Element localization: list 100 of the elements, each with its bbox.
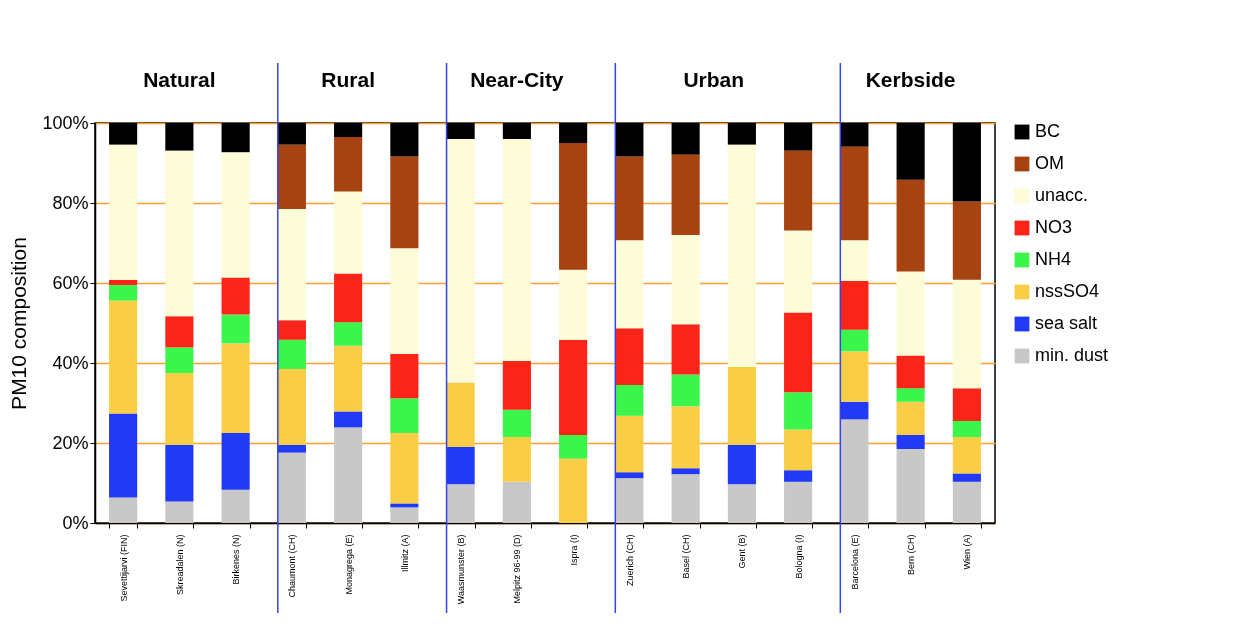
bar <box>502 437 531 482</box>
bar <box>109 413 138 498</box>
bar <box>502 409 531 437</box>
bar <box>727 484 756 523</box>
bar <box>390 433 419 504</box>
y-tick-label: 0% <box>62 512 89 533</box>
y-tick-label: 60% <box>52 272 89 293</box>
bar <box>952 201 981 280</box>
bar <box>277 209 306 321</box>
x-tick-label: Barcelona (E) <box>849 534 860 590</box>
y-tick-label: 40% <box>52 352 89 373</box>
bar <box>277 144 306 209</box>
bar <box>165 445 194 502</box>
bar <box>840 146 869 241</box>
x-tick-label: Bologna (I) <box>793 534 804 579</box>
y-tick-label: 80% <box>52 192 89 213</box>
bar <box>896 388 925 402</box>
bar <box>277 339 306 369</box>
bar <box>671 235 700 325</box>
bar <box>277 452 306 523</box>
bar <box>559 458 588 523</box>
bar <box>840 240 869 281</box>
bar <box>615 472 644 479</box>
legend-label: NH4 <box>1035 249 1072 269</box>
bar <box>840 419 869 523</box>
bar <box>221 277 250 315</box>
x-tick-label: Illmitz (A) <box>399 534 410 572</box>
legend-label: min. dust <box>1035 345 1109 365</box>
bar <box>727 445 756 485</box>
bar <box>165 501 194 523</box>
bar <box>109 497 138 523</box>
bar <box>502 139 531 361</box>
bar <box>671 374 700 407</box>
bar <box>109 300 138 414</box>
bar <box>784 470 813 482</box>
bar <box>109 144 138 280</box>
bar <box>727 144 756 367</box>
x-tick-label: Melpitz 96-99 (D) <box>512 534 523 604</box>
bar <box>334 273 363 323</box>
bar <box>334 345 363 412</box>
legend-label: OM <box>1035 153 1064 173</box>
bar <box>559 269 588 340</box>
legend-label: NO3 <box>1035 217 1073 237</box>
legend-label: sea salt <box>1035 313 1098 333</box>
x-tick-label: Monagrega (E) <box>343 534 354 595</box>
bar <box>390 156 419 249</box>
bar <box>165 373 194 445</box>
bar <box>446 447 475 485</box>
bar <box>896 179 925 272</box>
bar <box>671 474 700 523</box>
bar <box>784 481 813 523</box>
bar <box>615 240 644 329</box>
bar <box>952 279 981 389</box>
bar <box>615 156 644 241</box>
bar <box>559 143 588 270</box>
bar <box>277 445 306 453</box>
bar <box>334 191 363 274</box>
bar <box>221 314 250 344</box>
y-tick-label: 100% <box>42 112 89 133</box>
x-tick-label: Ispra (I) <box>568 534 579 566</box>
bar <box>390 248 419 354</box>
bar <box>615 385 644 416</box>
bar <box>502 481 531 523</box>
x-tick-label: Skreadalen (N) <box>174 534 185 596</box>
x-tick-label: Wien (A) <box>962 534 973 570</box>
bar <box>390 507 419 523</box>
bar <box>784 150 813 231</box>
bar <box>165 150 194 317</box>
bar <box>840 351 869 402</box>
bar <box>165 347 194 373</box>
bar <box>952 388 981 421</box>
bar <box>109 279 138 285</box>
bar <box>334 322 363 346</box>
bar <box>840 281 869 330</box>
bar <box>671 324 700 375</box>
text: Rural <box>321 68 375 91</box>
bar <box>221 152 250 278</box>
bar <box>559 339 588 435</box>
legend-label: unacc. <box>1035 185 1089 205</box>
bar <box>784 312 813 393</box>
bar <box>165 316 194 348</box>
x-tick-label: Basel (CH) <box>681 534 692 579</box>
x-tick-label: Birkenes (N) <box>231 534 242 585</box>
bar <box>221 343 250 433</box>
x-tick-label: Gent (B) <box>737 534 748 569</box>
x-tick-label: Zuerich (CH) <box>624 534 635 587</box>
bar <box>727 367 756 445</box>
text: Natural <box>143 68 216 91</box>
bar <box>334 427 363 523</box>
bar <box>334 137 363 192</box>
bar <box>671 154 700 235</box>
bar <box>615 478 644 523</box>
text: Urban <box>683 68 745 91</box>
bar <box>446 139 475 383</box>
bar <box>221 433 250 490</box>
bar <box>896 435 925 449</box>
legend-label: nssSO4 <box>1035 281 1100 301</box>
bar <box>446 382 475 447</box>
bar <box>784 392 813 430</box>
bar <box>559 435 588 459</box>
